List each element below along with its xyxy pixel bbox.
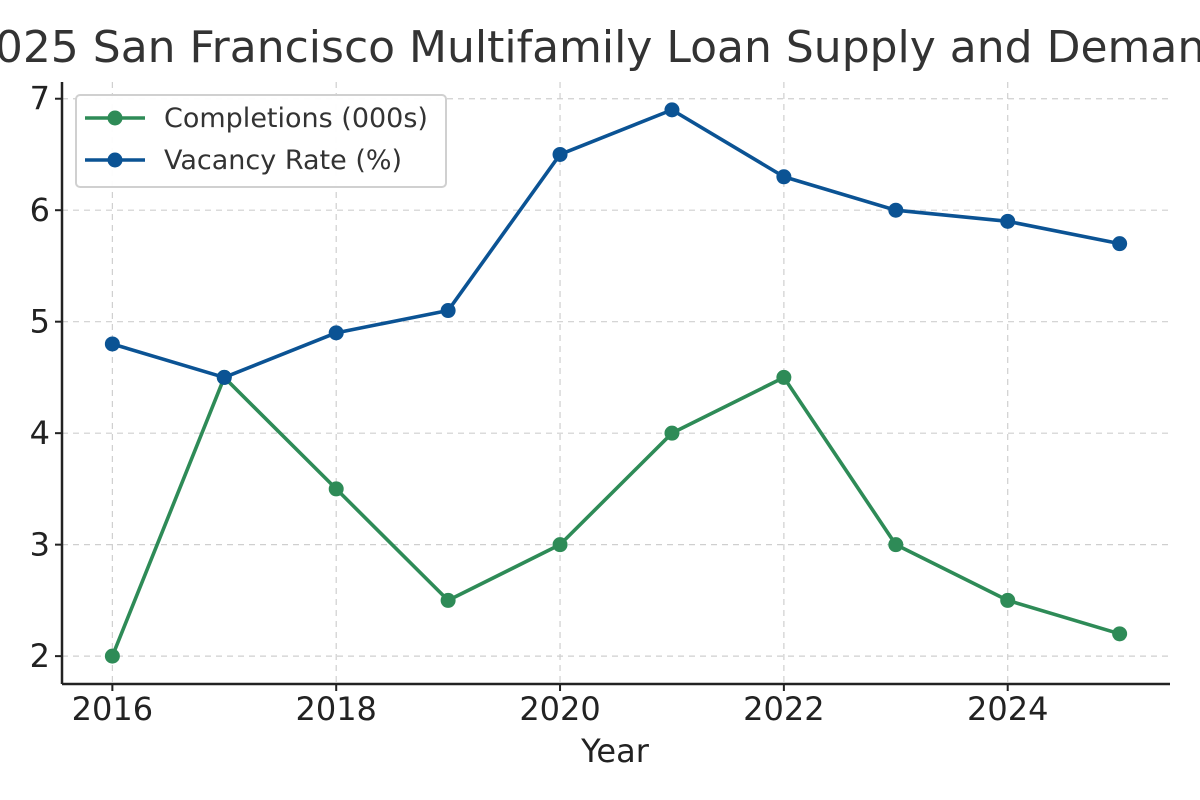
data-point bbox=[888, 537, 904, 553]
data-point bbox=[328, 481, 344, 497]
data-point bbox=[1112, 626, 1128, 642]
data-point bbox=[888, 202, 904, 218]
series-1 bbox=[104, 369, 1128, 664]
data-point bbox=[664, 102, 680, 118]
data-point bbox=[1000, 592, 1016, 608]
y-tick-label: 6 bbox=[30, 191, 50, 229]
legend-marker bbox=[107, 110, 123, 126]
data-point bbox=[104, 648, 120, 664]
legend-marker bbox=[107, 152, 123, 168]
data-point bbox=[776, 169, 792, 185]
x-tick-label: 2022 bbox=[743, 690, 824, 728]
data-point bbox=[664, 425, 680, 441]
data-point bbox=[1000, 213, 1016, 229]
data-point bbox=[440, 303, 456, 319]
x-tick-label: 2020 bbox=[519, 690, 600, 728]
x-tick-label: 2018 bbox=[295, 690, 376, 728]
y-tick-label: 4 bbox=[30, 414, 50, 452]
series-group bbox=[104, 102, 1128, 664]
legend-box bbox=[75, 94, 447, 188]
legend-label: Vacancy Rate (%) bbox=[164, 145, 402, 176]
data-point bbox=[440, 592, 456, 608]
y-tick-label: 5 bbox=[30, 303, 50, 341]
x-tick-label: 2024 bbox=[967, 690, 1048, 728]
y-tick-label: 2 bbox=[30, 637, 50, 675]
data-point bbox=[104, 336, 120, 352]
x-axis-label: Year bbox=[580, 732, 650, 770]
legend-item: Vacancy Rate (%) bbox=[85, 145, 402, 176]
x-tick-label: 2016 bbox=[72, 690, 153, 728]
chart-title: 2025 San Francisco Multifamily Loan Supp… bbox=[0, 22, 1200, 73]
data-point bbox=[776, 369, 792, 385]
axes: 2016 2018 2020 2022 2024 2 3 4 5 6 7 bbox=[30, 80, 1170, 728]
series-2 bbox=[104, 102, 1128, 385]
data-point bbox=[1112, 236, 1128, 252]
legend: Completions (000s) Vacancy Rate (%) bbox=[75, 94, 447, 188]
series-line bbox=[110, 108, 1122, 380]
data-point bbox=[552, 537, 568, 553]
y-tick-label: 7 bbox=[30, 80, 50, 118]
series-line bbox=[110, 375, 1122, 658]
data-point bbox=[216, 369, 232, 385]
legend-label: Completions (000s) bbox=[164, 103, 428, 134]
data-point bbox=[328, 325, 344, 341]
data-point bbox=[552, 146, 568, 162]
y-tick-label: 3 bbox=[30, 526, 50, 564]
legend-item: Completions (000s) bbox=[85, 103, 428, 134]
